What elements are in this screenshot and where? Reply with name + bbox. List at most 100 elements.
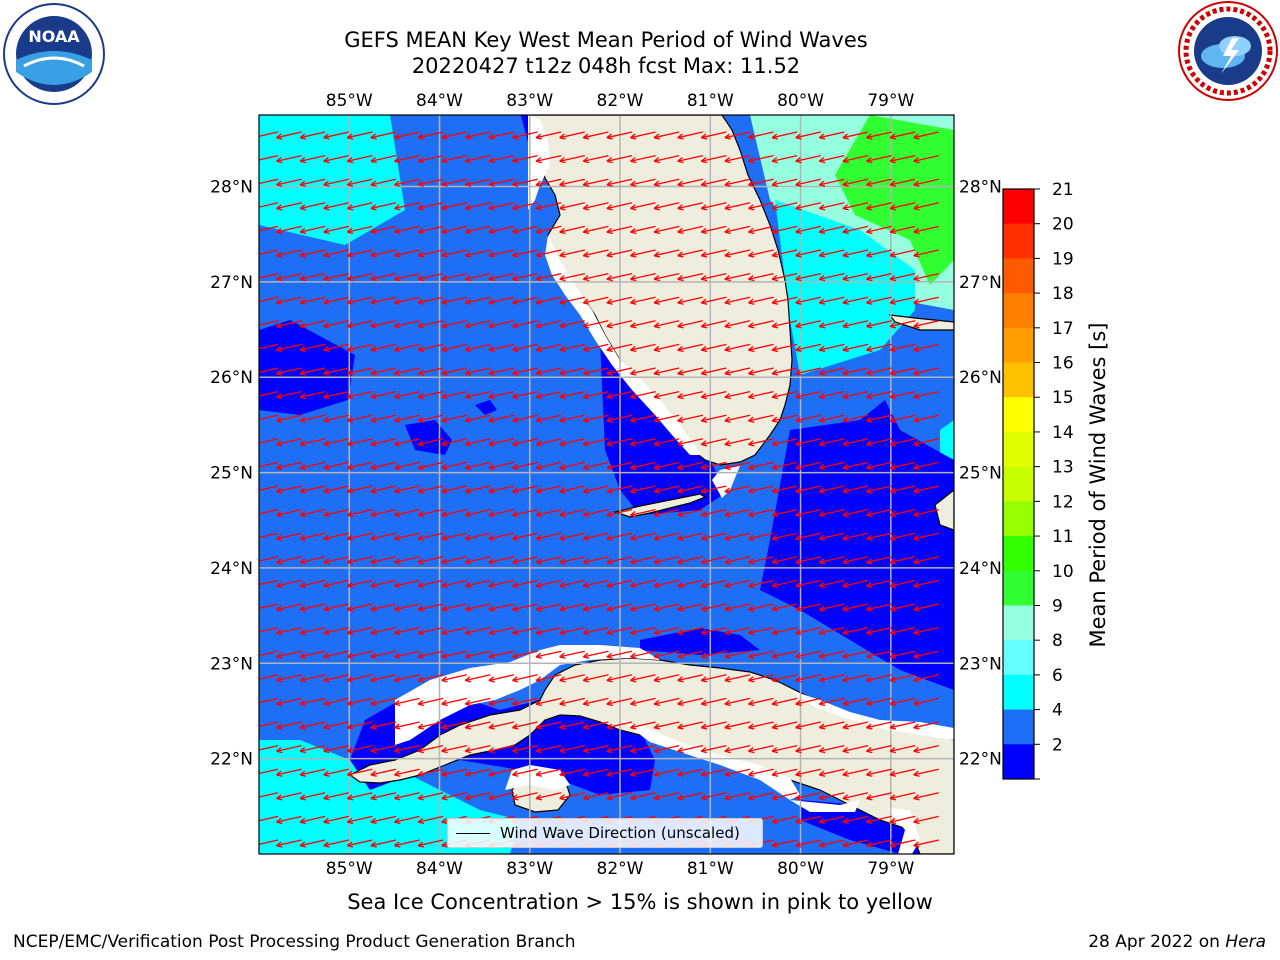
wave-arrow	[771, 815, 798, 825]
wave-arrow	[323, 272, 349, 282]
wave-arrow	[488, 579, 515, 589]
zone-blue-w	[259, 320, 355, 415]
wave-arrow	[653, 320, 680, 329]
wave-arrow	[630, 367, 656, 376]
wave-arrow	[677, 154, 703, 164]
wave-arrow	[276, 674, 302, 683]
wave-arrow	[582, 768, 609, 777]
wave-arrow	[441, 697, 467, 707]
wave-arrow	[724, 508, 751, 518]
wave-arrow	[771, 485, 798, 494]
wave-arrow	[748, 367, 774, 376]
wave-arrow	[606, 485, 633, 494]
wave-arrow	[582, 579, 609, 589]
wave-arrow	[889, 461, 916, 471]
wave-arrow	[795, 225, 821, 235]
wave-arrow	[653, 390, 680, 400]
wave-arrow	[582, 485, 609, 494]
wave-arrow	[866, 390, 892, 400]
wave-arrow	[299, 603, 326, 612]
wave-arrow	[913, 839, 939, 848]
wave-arrow	[535, 272, 562, 282]
wave-arrow	[512, 296, 538, 305]
wave-arrow	[795, 721, 821, 730]
wave-arrow	[559, 225, 585, 235]
wave-arrow	[677, 744, 703, 754]
wave-arrow	[630, 579, 656, 589]
wave-arrow	[323, 225, 349, 235]
wave-arrow	[842, 390, 869, 400]
wave-arrow	[394, 202, 420, 211]
wave-arrow	[842, 768, 869, 777]
wave-arrow	[488, 131, 515, 140]
wave-arrow	[606, 461, 633, 471]
wave-arrow	[724, 626, 751, 636]
wave-arrow	[259, 815, 279, 822]
wave-arrow	[748, 768, 774, 777]
wave-arrow	[299, 390, 326, 400]
wave-arrow	[299, 461, 326, 471]
wave-arrow	[346, 532, 373, 541]
wave-arrow	[394, 390, 420, 400]
wave-arrow	[818, 603, 845, 612]
wave-arrow	[866, 697, 892, 707]
wave-arrow	[677, 438, 703, 447]
wave-arrow	[913, 414, 939, 423]
wave-arrow	[488, 650, 515, 659]
wave-arrow	[370, 343, 397, 353]
wave-arrow	[582, 556, 609, 565]
lat-label-left: 26°N	[210, 368, 253, 388]
wave-arrow	[417, 131, 444, 140]
wave-arrow	[582, 508, 609, 518]
wave-arrow	[488, 178, 515, 187]
footer-credit: NCEP/EMC/Verification Post Processing Pr…	[13, 932, 576, 952]
wave-arrow	[582, 131, 609, 140]
wave-arrow	[299, 438, 326, 447]
wave-arrow	[866, 154, 892, 164]
wave-arrow	[866, 792, 892, 801]
wave-arrow	[795, 131, 821, 140]
wave-arrow	[795, 839, 821, 848]
wave-arrow	[653, 485, 680, 494]
wave-arrow	[653, 626, 680, 636]
wave-arrow	[677, 508, 703, 518]
wave-arrow	[606, 721, 633, 730]
colorbar-swatch	[1003, 605, 1034, 641]
wave-arrow	[771, 390, 798, 400]
wave-arrow	[653, 367, 680, 376]
wave-arrow	[889, 650, 916, 659]
wave-arrow	[535, 438, 562, 447]
wave-arrow	[630, 438, 656, 447]
wave-arrow	[724, 225, 751, 235]
wave-arrow	[795, 154, 821, 164]
wave-arrow	[559, 131, 585, 140]
wave-arrow	[748, 390, 774, 400]
wave-arrow	[488, 768, 515, 777]
wave-arrow	[417, 202, 444, 211]
wave-arrow	[299, 485, 326, 494]
wave-arrow	[842, 674, 869, 683]
wave-arrow	[889, 225, 916, 235]
wave-arrow	[559, 674, 585, 683]
wave-arrow	[866, 556, 892, 565]
wave-arrow	[299, 508, 326, 518]
wave-arrow	[464, 556, 491, 565]
wave-arrow	[394, 414, 420, 423]
wave-arrow	[276, 154, 302, 164]
wave-arrow	[818, 414, 845, 423]
wave-arrow	[559, 508, 585, 518]
wave-arrow	[866, 438, 892, 447]
colorbar-swatch	[1003, 397, 1034, 433]
wave-arrow	[559, 768, 585, 777]
wave-arrow	[889, 579, 916, 589]
wave-arrow	[441, 438, 467, 447]
colorbar-tick-label: 21	[1052, 180, 1074, 200]
wave-arrow	[748, 272, 774, 282]
wave-arrow	[323, 674, 349, 683]
wave-arrow	[771, 438, 798, 447]
wave-arrow	[323, 579, 349, 589]
wave-arrow	[394, 508, 420, 518]
wave-arrow	[259, 249, 279, 255]
wave-arrow	[488, 532, 515, 541]
wave-arrow	[276, 744, 302, 754]
